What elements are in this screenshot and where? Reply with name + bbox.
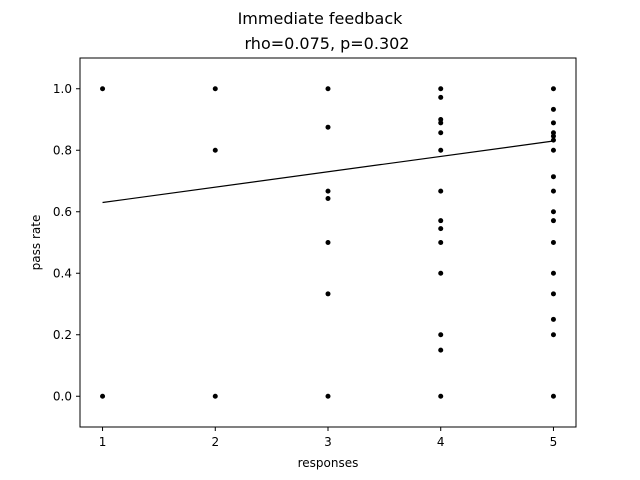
data-point [550, 218, 556, 224]
data-point [550, 291, 556, 297]
data-point [550, 393, 556, 399]
chart-title: Immediate feedback [238, 9, 404, 28]
data-point [325, 124, 331, 130]
y-tick-label: 0.6 [53, 205, 72, 219]
chart-subtitle: rho=0.075, p=0.302 [245, 34, 410, 53]
data-point [438, 347, 444, 353]
y-tick-label: 0.8 [53, 143, 72, 157]
y-tick-label: 0.2 [53, 328, 72, 342]
data-point [212, 86, 218, 92]
data-point [550, 188, 556, 194]
x-axis: 1 2 3 4 5 [99, 427, 558, 449]
y-axis: 0.0 0.2 0.4 0.6 0.8 1.0 [53, 82, 80, 403]
data-point [438, 218, 444, 224]
data-point [550, 106, 556, 112]
data-point [325, 291, 331, 297]
data-point [550, 270, 556, 276]
data-point [438, 393, 444, 399]
data-point [325, 240, 331, 245]
x-axis-label: responses [298, 456, 359, 470]
data-point [550, 133, 556, 139]
data-point [550, 120, 556, 126]
data-point [438, 94, 444, 100]
data-point [438, 86, 444, 92]
trend-line [102, 140, 554, 204]
data-point [212, 147, 218, 153]
data-point [550, 174, 556, 180]
data-point [438, 332, 444, 338]
y-axis-label: pass rate [29, 215, 43, 271]
data-point [100, 86, 106, 92]
data-point [212, 393, 218, 399]
x-tick-label: 2 [211, 435, 219, 449]
data-point [438, 147, 444, 153]
data-point [550, 316, 556, 322]
data-point [325, 86, 331, 92]
data-point [550, 147, 556, 153]
y-tick-label: 0.4 [53, 266, 72, 280]
data-point [438, 188, 444, 194]
data-point [325, 188, 331, 194]
data-point [100, 393, 106, 399]
y-tick-label: 0.0 [53, 389, 72, 403]
data-point [550, 240, 556, 245]
y-tick-label: 1.0 [53, 82, 72, 96]
x-tick-label: 3 [324, 435, 332, 449]
data-point [550, 209, 556, 215]
data-point [438, 226, 444, 232]
data-point [325, 196, 331, 202]
data-point [438, 130, 444, 136]
data-point [438, 120, 444, 126]
data-point [550, 332, 556, 338]
x-tick-label: 1 [99, 435, 107, 449]
data-point [325, 393, 331, 399]
trend-layer [102, 140, 554, 204]
data-point [550, 86, 556, 92]
data-point [438, 270, 444, 276]
data-point [438, 240, 444, 245]
points-layer [100, 86, 556, 399]
x-tick-label: 4 [437, 435, 445, 449]
x-tick-label: 5 [550, 435, 558, 449]
